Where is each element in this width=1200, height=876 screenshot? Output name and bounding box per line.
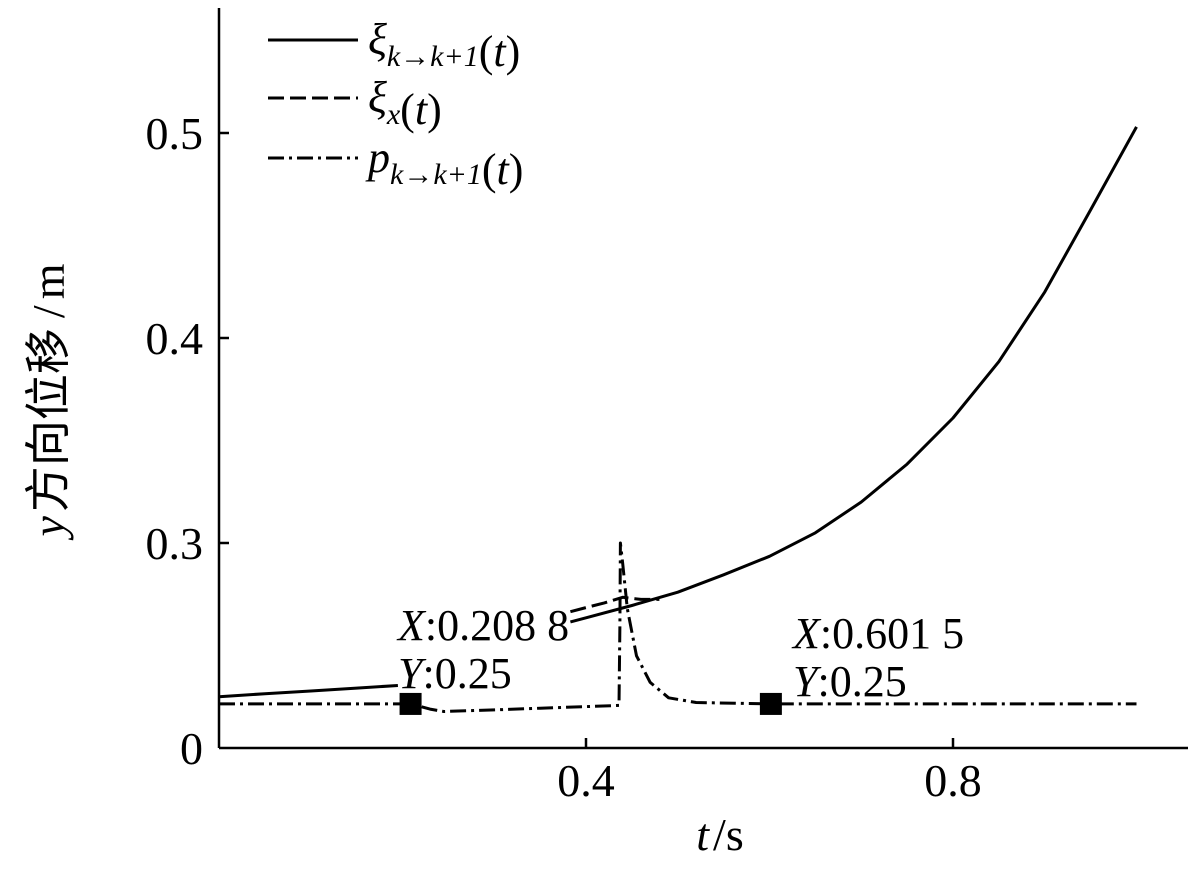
marker-y-annotation: Y:0.25	[398, 649, 512, 698]
data-point-marker	[399, 692, 422, 715]
legend: ξk→k+1(t)ξx(t)pk→k+1(t)	[268, 15, 523, 194]
y-tick-label: 0.5	[146, 108, 204, 159]
series-dashed-line	[570, 595, 660, 614]
svg-text:t/s: t/s	[696, 809, 743, 860]
legend-label: ξk→k+1(t)	[368, 15, 520, 76]
markers-layer: X:0.208 8Y:0.25X:0.601 5Y:0.25	[396, 601, 964, 715]
x-tick-label: 0.4	[557, 755, 615, 806]
series-solid-line	[570, 126, 1138, 624]
y-axis-title: y方向位移/m	[23, 263, 74, 540]
x-axis-title: t/s	[696, 809, 743, 860]
y-tick-label: 0.4	[146, 313, 204, 364]
series-dashdot-line	[219, 541, 1137, 713]
svg-text:y方向位移/m: y方向位移/m	[23, 263, 74, 540]
data-point-marker	[759, 692, 782, 715]
legend-label: pk→k+1(t)	[365, 133, 523, 194]
x-axis-var: t	[696, 809, 710, 860]
legend-label: ξx(t)	[368, 73, 442, 134]
axes	[217, 8, 1188, 750]
ticks: 0 0.3 0.4 0.5 0.4 0.8	[146, 108, 982, 806]
y-tick-label: 0	[180, 723, 203, 774]
y-axis-var: y	[23, 515, 74, 540]
marker-x-annotation: X:0.601 5	[791, 609, 964, 658]
y-tick-label: 0.3	[146, 518, 204, 569]
x-axis-unit: s	[726, 809, 744, 860]
y-axis-text: 方向位移	[23, 328, 74, 512]
y-axis-unit: m	[23, 263, 74, 299]
marker-y-annotation: Y:0.25	[793, 657, 907, 706]
series-solid-line	[218, 684, 398, 699]
x-tick-label: 0.8	[924, 755, 982, 806]
marker-x-annotation: X:0.208 8	[396, 601, 569, 650]
series-layer	[218, 126, 1138, 713]
